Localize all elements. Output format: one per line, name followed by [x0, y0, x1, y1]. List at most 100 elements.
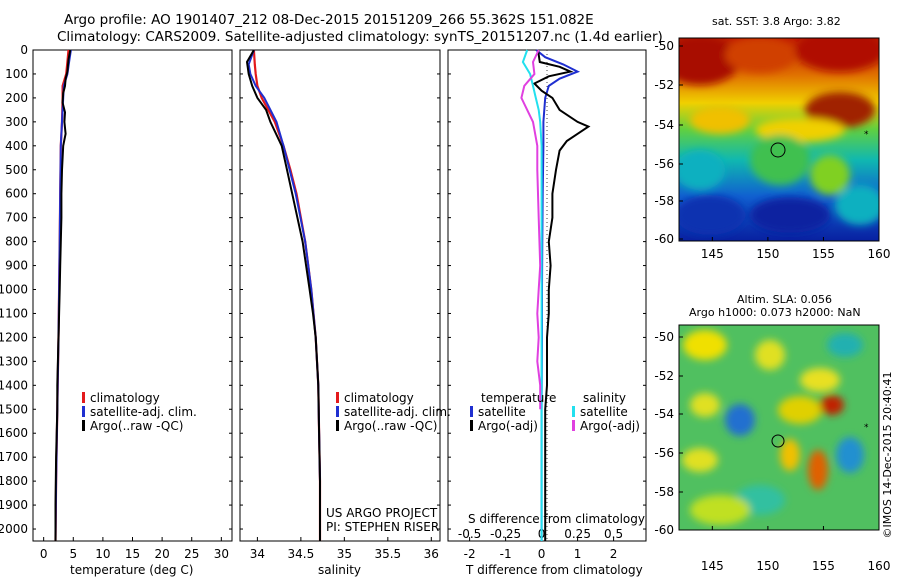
legend-swatch-satellite — [336, 406, 339, 417]
legend-label: satellite-adj. clim. — [344, 405, 451, 419]
x-tick-label: 35.5 — [374, 547, 401, 561]
sal-legend: climatology satellite-adj. clim. Argo(..… — [336, 391, 451, 433]
legend-swatch-climatology — [82, 392, 85, 403]
map-x-tick-label: 145 — [701, 247, 724, 261]
difference-xlabel: T difference from climatology — [466, 563, 643, 577]
x-tick-label: -1 — [500, 547, 512, 561]
map-x-tick-label: 145 — [701, 559, 724, 573]
series-line — [245, 49, 321, 541]
map-y-tick-label: -58 — [654, 485, 674, 499]
map-y-tick-label: -52 — [654, 78, 674, 92]
depth-tick-label: 100 — [5, 67, 28, 81]
pi-credit: PI: STEPHEN RISER — [326, 520, 440, 534]
legend-label: satellite — [580, 405, 628, 419]
temperature-panel: 0 5 10 15 20 25 30 — [32, 49, 233, 561]
legend-label: Argo(-adj) — [478, 419, 538, 433]
depth-tick-label: 800 — [5, 235, 28, 249]
map-y-tick-label: -60 — [654, 523, 674, 537]
depth-tick-label: 1000 — [0, 283, 28, 297]
x2-tick-label: -0.25 — [490, 527, 521, 541]
legend-swatch-satellite — [82, 406, 85, 417]
difference-x2label: S difference from climatology — [468, 512, 645, 526]
diff-legend-sal-title: salinity — [583, 391, 627, 405]
sla-map-frame — [678, 324, 880, 531]
imos-timestamp: ©IMOS 14-Dec-2015 20:40:41 — [881, 371, 894, 539]
legend-label: Argo(..raw -QC) — [90, 419, 184, 433]
argo-position-marker: * — [864, 130, 869, 140]
map-x-tick-label: 150 — [756, 559, 779, 573]
map-x-tick-label: 160 — [868, 559, 891, 573]
map-x-tick-label: 155 — [812, 559, 835, 573]
x-tick-label: 1 — [574, 547, 582, 561]
map-x-tick-label: 160 — [868, 247, 891, 261]
map-y-tick-label: -50 — [654, 39, 674, 53]
depth-tick-label: 1500 — [0, 402, 28, 416]
map-y-tick-label: -58 — [654, 194, 674, 208]
legend-label: satellite-adj. clim. — [90, 405, 197, 419]
temperature-xlabel: temperature (deg C) — [70, 563, 194, 577]
salinity-xlabel: salinity — [318, 563, 362, 577]
legend-swatch-climatology — [336, 392, 339, 403]
legend-swatch-s-satellite — [572, 406, 575, 417]
depth-tick-label: 1600 — [0, 426, 28, 440]
map-y-tick-label: -54 — [654, 407, 674, 421]
map-y-tick-label: -54 — [654, 118, 674, 132]
depth-tick-label: 1900 — [0, 498, 28, 512]
map-y-tick-label: -60 — [654, 232, 674, 246]
sla-map-axes: 145 150 155 160 -50 -52 -54 -56 -58 -60 — [654, 330, 890, 573]
legend-swatch-t-argo — [470, 420, 473, 431]
x-tick-label: 34 — [250, 547, 265, 561]
depth-tick-label: 700 — [5, 211, 28, 225]
series-line — [54, 49, 72, 541]
project-credit: US ARGO PROJECT — [326, 506, 438, 520]
depth-tick-label: 500 — [5, 163, 28, 177]
depth-tick-label: 900 — [5, 259, 28, 273]
legend-label: climatology — [90, 391, 160, 405]
legend-swatch-t-satellite — [470, 406, 473, 417]
legend-swatch-s-argo — [572, 420, 575, 431]
legend-label: Argo(..raw -QC) — [344, 419, 438, 433]
x-tick-label: 0 — [538, 547, 546, 561]
x-tick-label: 30 — [214, 547, 229, 561]
x-tick-label: 35 — [337, 547, 352, 561]
salinity-panel: 34 34.5 35 35.5 36 — [239, 49, 441, 561]
depth-tick-label: 1700 — [0, 450, 28, 464]
depth-tick-label: 1400 — [0, 378, 28, 392]
x-tick-label: 15 — [125, 547, 140, 561]
map-x-tick-label: 155 — [812, 247, 835, 261]
x2-tick-label: 0.5 — [604, 527, 623, 541]
sst-map-axes: 145 150 155 160 -50 -52 -54 -56 -58 -60 — [654, 39, 890, 261]
sst-map-title: sat. SST: 3.8 Argo: 3.82 — [712, 15, 841, 28]
sla-map-title-line1: Altim. SLA: 0.056 — [737, 293, 833, 306]
x2-tick-label: -0.5 — [458, 527, 481, 541]
map-x-tick-label: 150 — [756, 247, 779, 261]
diff-legend-temp-title: temperature — [481, 391, 557, 405]
depth-tick-label: 1800 — [0, 474, 28, 488]
figure-title-line1: Argo profile: AO 1901407_212 08-Dec-2015… — [64, 12, 594, 28]
sla-map: * 145 150 155 160 -50 -52 -54 -56 -58 -60 — [654, 324, 890, 573]
x-tick-label: 2 — [610, 547, 618, 561]
depth-tick-label: 200 — [5, 91, 28, 105]
legend-swatch-argo — [336, 420, 339, 431]
series-line — [521, 49, 543, 541]
x-tick-label: 5 — [69, 547, 77, 561]
sst-map-frame — [678, 37, 880, 242]
map-y-tick-label: -52 — [654, 369, 674, 383]
x-tick-label: 25 — [184, 547, 199, 561]
x-tick-label: 34.5 — [288, 547, 315, 561]
map-y-tick-label: -50 — [654, 330, 674, 344]
difference-panel: -2 -1 0 1 2-0.5 -0.25 0 0.25 0.5 — [447, 49, 647, 561]
sla-map-title-line2: Argo h1000: 0.073 h2000: NaN — [689, 306, 861, 319]
argo-position-marker-sla: * — [864, 423, 869, 433]
x-tick-label: 20 — [154, 547, 169, 561]
depth-tick-label: 600 — [5, 187, 28, 201]
x-tick-label: -2 — [464, 547, 476, 561]
legend-label: satellite — [478, 405, 526, 419]
legend-swatch-argo — [82, 420, 85, 431]
salinity-plot-frame — [239, 49, 441, 542]
legend-label: climatology — [344, 391, 414, 405]
figure-title-line2: Climatology: CARS2009. Satellite-adjuste… — [57, 29, 663, 45]
temp-legend: climatology satellite-adj. clim. Argo(..… — [82, 391, 197, 433]
diff-legend-sal: satellite Argo(-adj) — [572, 405, 640, 433]
